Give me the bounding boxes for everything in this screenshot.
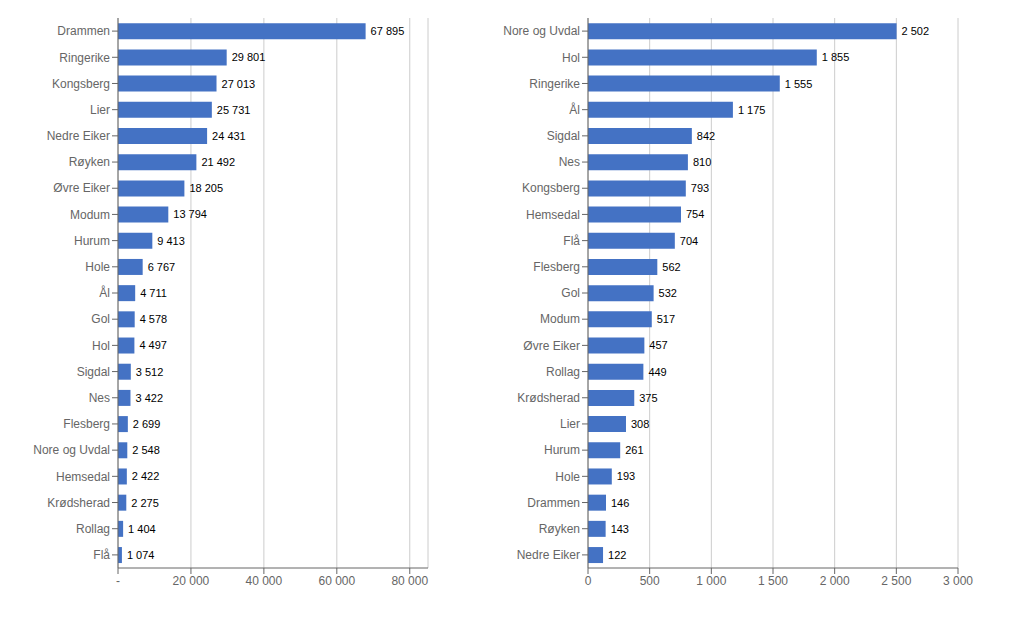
svg-text:Ringerike: Ringerike <box>529 77 580 91</box>
svg-text:2 000: 2 000 <box>820 574 850 588</box>
svg-text:67 895: 67 895 <box>371 25 405 37</box>
svg-text:Gol: Gol <box>561 286 580 300</box>
svg-text:Rollag: Rollag <box>546 365 580 379</box>
svg-text:80 000: 80 000 <box>391 574 428 588</box>
svg-text:Nedre Eiker: Nedre Eiker <box>517 548 580 562</box>
svg-text:1 404: 1 404 <box>128 523 156 535</box>
svg-text:Flesberg: Flesberg <box>63 417 110 431</box>
svg-text:1 855: 1 855 <box>822 51 850 63</box>
svg-text:1 555: 1 555 <box>785 78 813 90</box>
svg-text:1 074: 1 074 <box>127 549 155 561</box>
svg-text:704: 704 <box>680 235 698 247</box>
svg-text:Hemsedal: Hemsedal <box>526 208 580 222</box>
svg-text:Røyken: Røyken <box>539 522 580 536</box>
svg-text:Gol: Gol <box>91 312 110 326</box>
svg-text:1 175: 1 175 <box>738 104 766 116</box>
svg-text:9 413: 9 413 <box>157 235 185 247</box>
svg-text:Ringerike: Ringerike <box>59 51 110 65</box>
svg-text:Nes: Nes <box>89 391 110 405</box>
svg-text:2 699: 2 699 <box>133 418 161 430</box>
svg-text:2 422: 2 422 <box>132 470 160 482</box>
svg-text:Flå: Flå <box>93 548 110 562</box>
svg-text:517: 517 <box>657 313 675 325</box>
svg-text:24 431: 24 431 <box>212 130 246 142</box>
svg-text:2 502: 2 502 <box>902 25 930 37</box>
svg-text:Lier: Lier <box>90 103 110 117</box>
svg-text:793: 793 <box>691 182 709 194</box>
svg-text:Røyken: Røyken <box>69 155 110 169</box>
svg-text:Lier: Lier <box>560 417 580 431</box>
svg-text:-: - <box>116 574 120 588</box>
svg-text:27 013: 27 013 <box>222 78 256 90</box>
svg-text:261: 261 <box>625 444 643 456</box>
svg-text:18 205: 18 205 <box>189 182 223 194</box>
svg-text:3 512: 3 512 <box>136 366 164 378</box>
svg-text:143: 143 <box>611 523 629 535</box>
svg-text:Flesberg: Flesberg <box>533 260 580 274</box>
svg-text:25 731: 25 731 <box>217 104 251 116</box>
svg-text:21 492: 21 492 <box>201 156 235 168</box>
svg-text:375: 375 <box>639 392 657 404</box>
svg-text:562: 562 <box>662 261 680 273</box>
svg-text:457: 457 <box>649 339 667 351</box>
svg-text:1 500: 1 500 <box>758 574 788 588</box>
svg-text:Drammen: Drammen <box>57 24 110 38</box>
svg-text:810: 810 <box>693 156 711 168</box>
svg-text:4 711: 4 711 <box>140 287 167 299</box>
svg-text:Kongsberg: Kongsberg <box>522 181 580 195</box>
svg-text:Sigdal: Sigdal <box>547 129 580 143</box>
svg-text:3 000: 3 000 <box>943 574 973 588</box>
svg-text:Hemsedal: Hemsedal <box>56 470 110 484</box>
svg-text:Ål: Ål <box>569 102 580 117</box>
svg-text:29 801: 29 801 <box>232 51 266 63</box>
svg-text:Nore og Uvdal: Nore og Uvdal <box>503 24 580 38</box>
svg-text:20 000: 20 000 <box>173 574 210 588</box>
svg-text:4 497: 4 497 <box>139 339 167 351</box>
svg-text:Hurum: Hurum <box>74 234 110 248</box>
svg-text:842: 842 <box>697 130 715 142</box>
svg-text:Krødsherad: Krødsherad <box>517 391 580 405</box>
svg-text:Nedre Eiker: Nedre Eiker <box>47 129 110 143</box>
svg-text:Hole: Hole <box>85 260 110 274</box>
svg-text:Ål: Ål <box>99 285 110 300</box>
svg-text:60 000: 60 000 <box>318 574 355 588</box>
svg-text:Flå: Flå <box>563 234 580 248</box>
svg-text:Nore og Uvdal: Nore og Uvdal <box>33 443 110 457</box>
svg-text:449: 449 <box>648 366 666 378</box>
svg-text:500: 500 <box>640 574 660 588</box>
svg-text:Modum: Modum <box>70 208 110 222</box>
svg-text:2 548: 2 548 <box>132 444 160 456</box>
svg-text:Kongsberg: Kongsberg <box>52 77 110 91</box>
svg-text:193: 193 <box>617 470 635 482</box>
svg-text:122: 122 <box>608 549 626 561</box>
svg-text:0: 0 <box>585 574 592 588</box>
svg-text:Modum: Modum <box>540 312 580 326</box>
svg-text:532: 532 <box>659 287 677 299</box>
svg-text:Hurum: Hurum <box>544 443 580 457</box>
svg-text:40 000: 40 000 <box>246 574 283 588</box>
svg-text:Hol: Hol <box>562 51 580 65</box>
svg-text:13 794: 13 794 <box>173 208 207 220</box>
svg-text:6 767: 6 767 <box>148 261 176 273</box>
svg-text:754: 754 <box>686 208 704 220</box>
svg-text:Øvre Eiker: Øvre Eiker <box>523 339 580 353</box>
svg-text:Hole: Hole <box>555 470 580 484</box>
svg-text:Drammen: Drammen <box>527 496 580 510</box>
svg-text:4 578: 4 578 <box>140 313 168 325</box>
svg-text:Rollag: Rollag <box>76 522 110 536</box>
svg-text:Krødsherad: Krødsherad <box>47 496 110 510</box>
svg-text:308: 308 <box>631 418 649 430</box>
svg-text:Sigdal: Sigdal <box>77 365 110 379</box>
svg-text:1 000: 1 000 <box>696 574 726 588</box>
svg-text:146: 146 <box>611 497 629 509</box>
svg-text:2 275: 2 275 <box>131 497 159 509</box>
svg-text:Øvre Eiker: Øvre Eiker <box>53 181 110 195</box>
svg-text:2 500: 2 500 <box>881 574 911 588</box>
svg-text:Nes: Nes <box>559 155 580 169</box>
svg-text:3 422: 3 422 <box>135 392 163 404</box>
svg-text:Hol: Hol <box>92 339 110 353</box>
